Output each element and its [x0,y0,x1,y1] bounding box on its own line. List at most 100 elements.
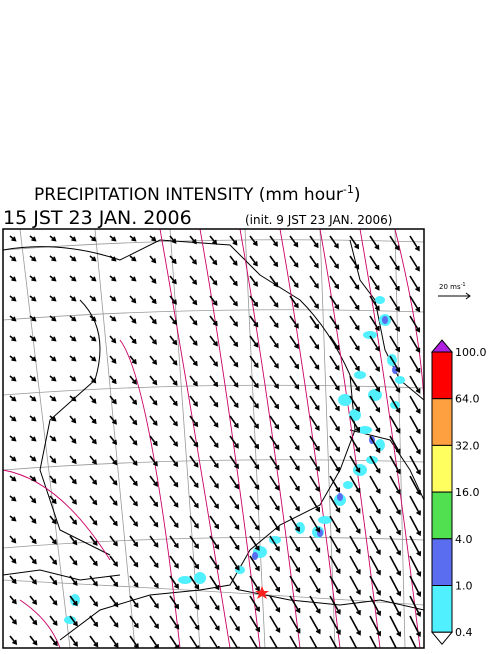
wind-arrow [89,335,97,342]
wind-arrow [49,615,58,626]
wind-arrow [169,635,180,648]
wind-arrow [329,515,341,534]
wind-arrow [9,435,17,442]
colorbar: 100.0 64.0 32.0 16.0 4.0 1.0 0.4 [430,339,487,645]
wind-arrow [29,435,37,442]
wind-arrow [69,555,78,566]
wind-arrow [229,235,238,246]
wind-arrow [309,615,321,635]
wind-arrow [49,555,58,566]
colorbar-segment [431,491,453,540]
wind-arrow [349,415,360,433]
wind-arrow [409,415,421,435]
wind-arrow [229,515,240,531]
wind-arrow [49,415,57,422]
wind-arrow [189,435,199,448]
wind-arrow [309,475,320,493]
wind-arrow [409,495,421,516]
wind-arrow [189,415,199,428]
wind-arrow [169,535,179,549]
wind-arrow [129,515,139,527]
wind-arrow [209,415,219,428]
wind-arrow [129,615,139,629]
wind-arrow [169,235,177,244]
wind-arrow [229,355,239,368]
wind-arrow [189,515,199,529]
wind-arrow [209,355,219,367]
wind-arrow [289,595,301,614]
wind-arrow [349,575,361,596]
wind-arrow [69,375,77,382]
wind-arrow [89,615,99,628]
wind-arrow [109,455,118,466]
wind-arrow [69,395,77,402]
wind-arrow [369,455,381,474]
wind-arrow [349,395,360,413]
wind-arrow [309,435,320,452]
wind-arrow [409,535,422,557]
wind-arrow [129,575,139,588]
precip-cell [395,376,405,384]
wind-arrow [49,595,58,606]
wind-arrow [49,635,58,647]
wind-arrow [169,335,178,346]
wind-arrow [49,535,57,545]
wind-arrow [89,495,98,506]
wind-arrow [69,535,78,546]
wind-arrow [49,455,57,464]
wind-arrow [289,315,299,329]
wind-arrow [89,315,97,322]
wind-arrow [369,235,380,251]
wind-arrow [309,575,321,594]
wind-arrow [169,455,179,468]
wind-arrow [389,295,400,312]
wind-arrow [229,615,240,632]
wind-arrow [229,495,240,510]
isobars [3,229,424,648]
wind-arrow [169,495,179,508]
wind-arrow [249,575,260,592]
wind-arrow [9,635,18,646]
map-content [3,229,424,648]
wind-arrow [189,235,197,245]
wind-arrow [249,415,259,430]
wind-arrow [129,435,138,446]
wind-arrow [369,475,381,495]
precip-cell [363,331,377,339]
wind-arrow [69,455,77,465]
wind-arrow [149,255,157,264]
wind-arrow [109,515,118,527]
vector-scale-arrow [438,292,471,300]
wind-arrow [49,495,57,505]
wind-arrow [149,595,159,609]
wind-arrow [269,295,279,308]
wind-arrow [289,415,300,431]
wind-arrow [389,375,401,394]
colorbar-label: 0.4 [455,626,473,639]
wind-arrow [69,315,77,322]
wind-arrow [329,255,339,270]
wind-arrow [229,255,238,266]
wind-arrow [129,315,137,324]
wind-arrow [129,295,137,304]
valid-time: 15 JST 23 JAN. 2006 [3,207,192,229]
wind-arrow [169,295,177,305]
wind-arrow [349,535,361,555]
wind-arrow [389,435,401,455]
wind-arrow [209,475,219,489]
wind-arrow [189,455,199,468]
wind-arrow [189,295,198,306]
wind-arrow [69,635,79,647]
wind-arrow [289,555,301,573]
wind-arrow [89,515,98,526]
wind-arrow [169,355,178,366]
wind-arrow [349,275,360,291]
wind-arrow [29,495,37,504]
wind-arrow [329,235,339,249]
wind-arrow [129,355,137,365]
wind-arrow [149,615,159,630]
wind-arrow [269,235,279,247]
location-marker [255,586,269,599]
wind-arrow [109,435,118,446]
